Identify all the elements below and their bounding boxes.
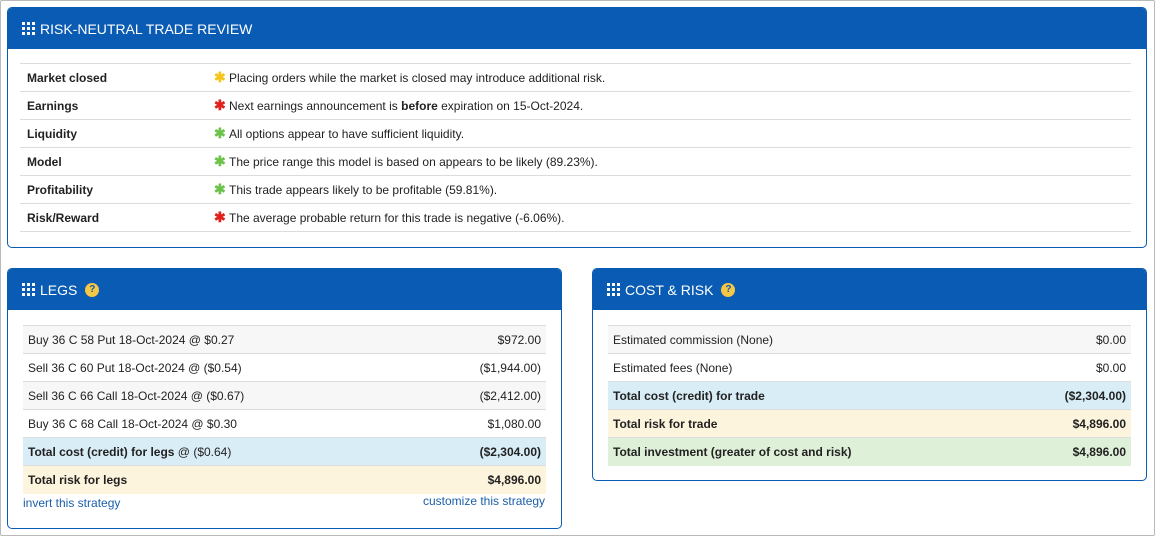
trade-review-header: RISK-NEUTRAL TRADE REVIEW	[8, 8, 1146, 49]
review-row-model: Model ✱ The price range this model is bas…	[20, 147, 1131, 176]
status-green-icon: ✱	[214, 124, 226, 141]
leg-description: Buy 36 C 68 Call 18-Oct-2024 @ $0.30	[28, 416, 237, 431]
cost-risk-header: COST & RISK ?	[593, 269, 1146, 310]
review-text: All options appear to have sufficient li…	[229, 126, 465, 141]
invert-strategy-link[interactable]: invert this strategy	[23, 496, 121, 510]
legs-total-cost-label: Total cost (credit) for legs @ ($0.64)	[23, 438, 421, 466]
leg-row: Buy 36 C 58 Put 18-Oct-2024 @ $0.27 $972…	[23, 325, 546, 354]
review-text: The price range this model is based on a…	[229, 154, 598, 169]
cost-amount: $0.00	[1095, 360, 1126, 375]
review-row-text: ✱ All options appear to have sufficient l…	[214, 120, 1131, 148]
legs-title: LEGS	[40, 281, 78, 298]
trade-review-table: Market closed ✱ Placing orders while the …	[20, 63, 1131, 232]
leg-amount: $1,080.00	[487, 416, 541, 431]
review-text: expiration on 15-Oct-2024.	[437, 98, 584, 113]
cost-row: Estimated commission (None) $0.00	[608, 325, 1131, 354]
leg-amount: ($2,412.00)	[479, 388, 541, 403]
review-row-label: Market closed	[27, 70, 108, 85]
total-investment-label: Total investment (greater of cost and ri…	[613, 444, 852, 459]
status-red-icon: ✱	[214, 96, 226, 113]
cost-row: Estimated fees (None) $0.00	[608, 353, 1131, 382]
total-investment-row: Total investment (greater of cost and ri…	[608, 437, 1131, 466]
cost-amount: $0.00	[1095, 332, 1126, 347]
total-cost-suffix: @ ($0.64)	[174, 444, 232, 459]
review-row-label: Risk/Reward	[27, 210, 100, 225]
legs-table: Buy 36 C 58 Put 18-Oct-2024 @ $0.27 $972…	[23, 325, 546, 494]
trade-total-risk-amount: $4,896.00	[1072, 416, 1126, 431]
total-investment-amount: $4,896.00	[1072, 444, 1126, 459]
leg-amount: $972.00	[497, 332, 541, 347]
review-row-profitability: Profitability ✱ This trade appears likely…	[20, 175, 1131, 204]
review-text: This trade appears likely to be profitab…	[229, 182, 498, 197]
trade-total-risk-label: Total risk for trade	[613, 416, 718, 431]
leg-description: Buy 36 C 58 Put 18-Oct-2024 @ $0.27	[28, 332, 235, 347]
cost-risk-title: COST & RISK	[625, 281, 714, 298]
status-green-icon: ✱	[214, 180, 226, 197]
total-cost-label-text: Total cost (credit) for legs	[28, 444, 175, 459]
legs-total-risk-label: Total risk for legs	[28, 472, 128, 487]
review-row-label: Model	[27, 154, 62, 169]
review-row-risk-reward: Risk/Reward ✱ The average probable return…	[20, 203, 1131, 232]
leg-row: Sell 36 C 60 Put 18-Oct-2024 @ ($0.54) (…	[23, 353, 546, 382]
review-text: The average probable return for this tra…	[229, 210, 565, 225]
legs-header: LEGS ?	[8, 269, 561, 310]
legs-total-cost-row: Total cost (credit) for legs @ ($0.64) (…	[23, 437, 546, 466]
status-yellow-icon: ✱	[214, 68, 226, 85]
review-row-market-closed: Market closed ✱ Placing orders while the …	[20, 63, 1131, 92]
legs-total-risk-row: Total risk for legs $4,896.00	[23, 465, 546, 494]
review-row-liquidity: Liquidity ✱ All options appear to have su…	[20, 119, 1131, 148]
review-row-label: Profitability	[27, 182, 94, 197]
leg-description: Sell 36 C 66 Call 18-Oct-2024 @ ($0.67)	[28, 388, 245, 403]
help-icon[interactable]: ?	[721, 282, 736, 297]
cost-risk-panel: COST & RISK ?	[592, 268, 1147, 481]
status-red-icon: ✱	[214, 208, 226, 225]
review-row-label: Earnings	[27, 98, 79, 113]
cost-risk-table: Estimated commission (None) $0.00 Estima…	[608, 325, 1131, 466]
review-row-earnings: Earnings ✱ Next earnings announcement is …	[20, 91, 1131, 120]
help-icon[interactable]: ?	[85, 282, 100, 297]
review-row-text: ✱ The price range this model is based on …	[214, 148, 1131, 176]
review-row-text: ✱ Placing orders while the market is clos…	[214, 64, 1131, 92]
legs-panel: LEGS ?	[7, 268, 562, 529]
cost-label: Estimated commission (None)	[613, 332, 774, 347]
grid-icon	[607, 283, 620, 296]
grid-icon	[22, 283, 35, 296]
leg-description: Sell 36 C 60 Put 18-Oct-2024 @ ($0.54)	[28, 360, 242, 375]
trade-review-title: RISK-NEUTRAL TRADE REVIEW	[40, 20, 253, 37]
leg-amount: ($1,944.00)	[479, 360, 541, 375]
review-row-text: ✱ The average probable return for this tr…	[214, 204, 1131, 232]
cost-label: Estimated fees (None)	[613, 360, 733, 375]
customize-strategy-link[interactable]: customize this strategy	[423, 494, 546, 508]
trade-total-cost-amount: ($2,304.00)	[1064, 388, 1126, 403]
review-text: Next earnings announcement is	[229, 98, 402, 113]
trade-total-cost-label: Total cost (credit) for trade	[613, 388, 765, 403]
leg-row: Sell 36 C 66 Call 18-Oct-2024 @ ($0.67) …	[23, 381, 546, 410]
trade-total-cost-row: Total cost (credit) for trade ($2,304.00…	[608, 381, 1131, 410]
trade-review-panel: RISK-NEUTRAL TRADE REVIEW	[7, 7, 1147, 248]
legs-total-cost-amount: ($2,304.00)	[479, 444, 541, 459]
review-row-label: Liquidity	[27, 126, 77, 141]
legs-total-risk-amount: $4,896.00	[487, 472, 541, 487]
review-text: Placing orders while the market is close…	[229, 70, 606, 85]
review-row-text: ✱ This trade appears likely to be profita…	[214, 176, 1131, 204]
trade-total-risk-row: Total risk for trade $4,896.00	[608, 409, 1131, 438]
review-row-text: ✱ Next earnings announcement is before ex…	[214, 92, 1131, 120]
leg-row: Buy 36 C 68 Call 18-Oct-2024 @ $0.30 $1,…	[23, 409, 546, 438]
review-text-bold: before	[401, 98, 438, 113]
grid-icon	[22, 22, 35, 35]
status-green-icon: ✱	[214, 152, 226, 169]
